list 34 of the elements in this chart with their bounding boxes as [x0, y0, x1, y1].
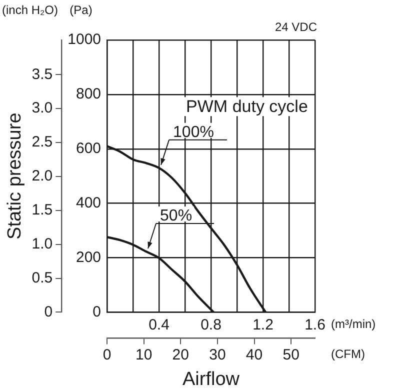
annotation: PWM duty cycle: [186, 97, 308, 116]
y2-tick-label: 200: [76, 248, 102, 266]
x-axis-title: Airflow: [182, 368, 240, 390]
text: (CFM): [331, 347, 365, 362]
x-tick-label: 0.4: [148, 316, 170, 334]
y-tick-label: 1.5: [32, 202, 53, 219]
y-tick-label: 0: [44, 303, 53, 320]
y-tick-label: 2.0: [32, 168, 53, 185]
x2-tick-label: 10: [135, 346, 152, 364]
series-label: 50%: [160, 208, 192, 224]
text: (inch H₂O): [2, 3, 58, 17]
y2-tick-label: 600: [76, 140, 102, 158]
y-tick-label: 3.0: [32, 100, 53, 117]
text: 24 VDC: [274, 20, 318, 34]
text: (m³/min): [331, 317, 376, 332]
x2-tick-label: 0: [102, 346, 112, 364]
y2-tick-label: 0: [92, 303, 102, 320]
x2-tick-label: 40: [246, 346, 263, 364]
y2-tick-label: 1000: [68, 31, 102, 48]
series-label: 100%: [173, 124, 214, 141]
y-tick-label: 1.0: [32, 235, 53, 252]
y2-tick-label: 400: [76, 194, 102, 212]
x2-tick-label: 50: [282, 346, 300, 364]
x2-tick-label: 30: [209, 346, 226, 364]
y-tick-label: 2.5: [32, 134, 53, 151]
x-tick-label: 1.2: [252, 316, 274, 334]
x-tick-label: 1.6: [304, 316, 326, 334]
y-tick-label: 0.5: [32, 269, 53, 286]
y-axis-title: Static pressure: [4, 112, 26, 240]
y2-tick-label: 800: [76, 86, 102, 103]
y-tick-label: 3.5: [32, 66, 53, 83]
x2-tick-label: 20: [172, 346, 189, 364]
x-tick-label: 0.8: [200, 316, 222, 334]
text: (Pa): [70, 3, 92, 17]
